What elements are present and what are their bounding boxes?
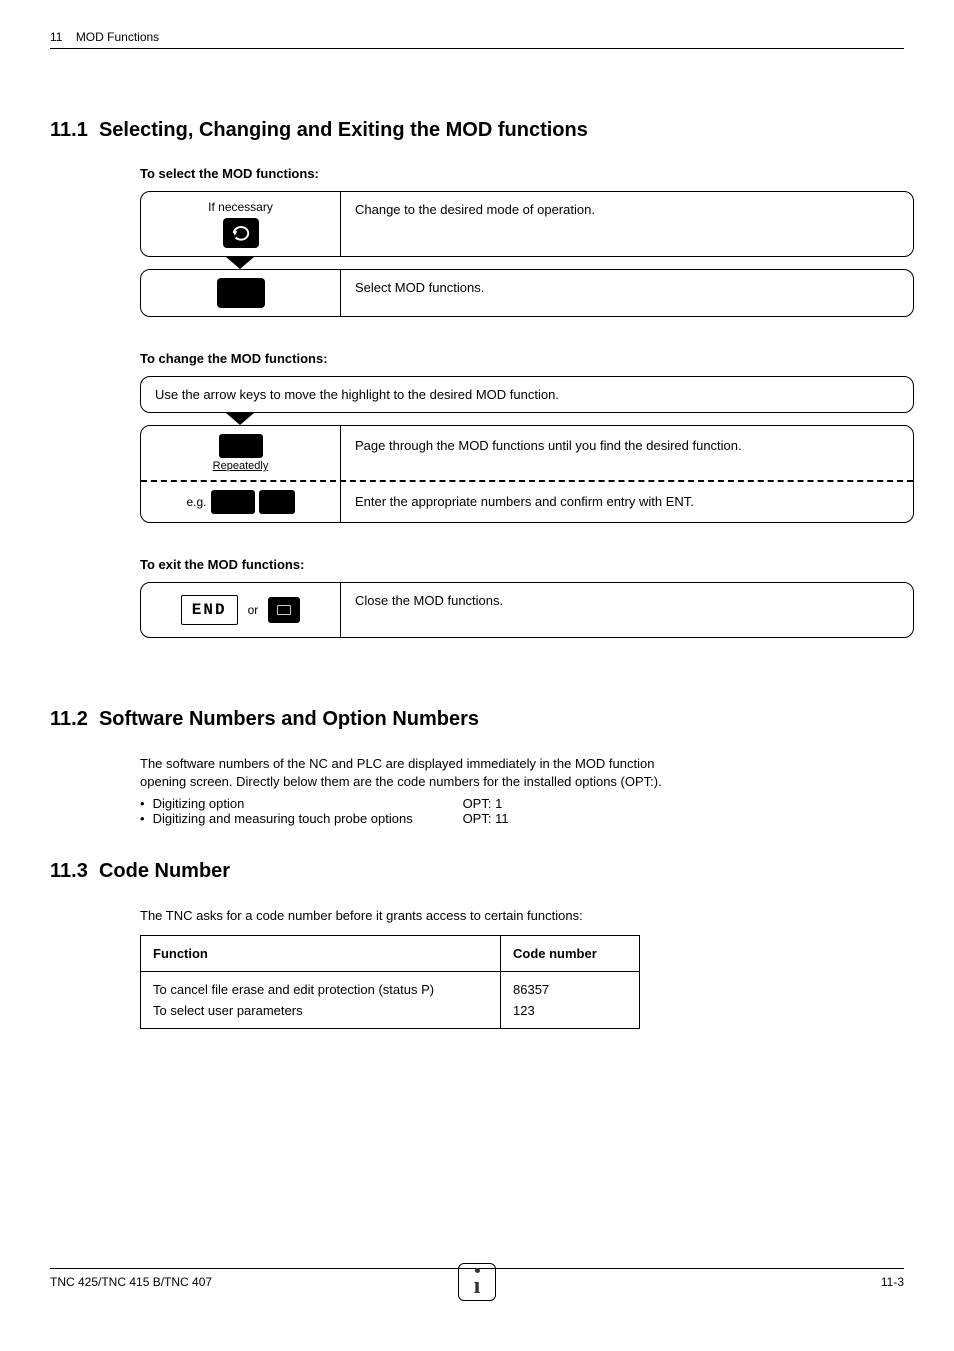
arrow-keys-row: Use the arrow keys to move the highlight…	[140, 376, 914, 413]
step-1-left-text: If necessary	[208, 200, 273, 214]
section-1-title: Selecting, Changing and Exiting the MOD …	[99, 119, 588, 141]
section-3-title: Code Number	[99, 860, 230, 882]
exit-right: Close the MOD functions.	[341, 583, 913, 637]
change-steps-box: Repeatedly Page through the MOD function…	[140, 425, 914, 523]
step-2-left	[141, 270, 341, 316]
mode-cycle-icon	[223, 218, 259, 248]
enter-step-right: Enter the appropriate numbers and confir…	[341, 482, 913, 522]
section-3-num: 11.3	[50, 860, 88, 883]
page-step-right: Page through the MOD functions until you…	[341, 426, 913, 480]
exit-subheading: To exit the MOD functions:	[140, 557, 904, 572]
section-2-title: Software Numbers and Option Numbers	[99, 708, 479, 730]
chapter-number: 11	[50, 30, 62, 44]
step-1-left: If necessary	[141, 192, 341, 256]
options-list: • Digitizing option OPT: 1 • Digitizing …	[140, 796, 904, 826]
flow-arrow-1	[140, 257, 340, 269]
opt-0-label: Digitizing option	[153, 796, 463, 811]
repeatedly-label: Repeatedly	[213, 460, 269, 472]
page-header: 11 MOD Functions	[50, 30, 904, 44]
section-2-num: 11.2	[50, 708, 88, 731]
opt-1-val: OPT: 11	[463, 811, 509, 826]
section-2-body: The software numbers of the NC and PLC a…	[140, 755, 680, 790]
flow-arrow-2	[140, 413, 914, 425]
bullet-icon: •	[140, 796, 145, 811]
table-header-row: Function Code number	[141, 935, 640, 971]
end-key: END	[181, 595, 238, 625]
enter-step-left: e.g.	[141, 482, 341, 522]
header-rule	[50, 48, 904, 49]
bullet-icon: •	[140, 811, 145, 826]
number-key-icon	[211, 490, 255, 514]
section-2-heading: 11.2 Software Numbers and Option Numbers	[50, 708, 904, 731]
footer-left: TNC 425/TNC 415 B/TNC 407	[50, 1275, 212, 1289]
enter-step-row: e.g. Enter the appropriate numbers and c…	[141, 482, 913, 522]
func-1: To select user parameters	[153, 1003, 488, 1018]
th-function: Function	[141, 935, 501, 971]
opt-item-0: • Digitizing option OPT: 1	[140, 796, 904, 811]
screen-key-icon	[268, 597, 300, 623]
or-label: or	[248, 603, 259, 617]
step-row-1: If necessary Change to the desired mode …	[140, 191, 914, 257]
chapter-title: MOD Functions	[76, 30, 159, 44]
mod-key-icon	[217, 278, 265, 308]
ent-key-icon	[259, 490, 295, 514]
exit-row: END or Close the MOD functions.	[140, 582, 914, 638]
step-2-right: Select MOD functions.	[341, 270, 913, 316]
section-3-body: The TNC asks for a code number before it…	[140, 907, 680, 925]
opt-0-val: OPT: 1	[463, 796, 503, 811]
section-1-heading: 11.1 Selecting, Changing and Exiting the…	[50, 119, 904, 142]
page-step-left: Repeatedly	[141, 426, 341, 480]
opt-item-1: • Digitizing and measuring touch probe o…	[140, 811, 904, 826]
func-0: To cancel file erase and edit protection…	[153, 982, 488, 997]
td-functions: To cancel file erase and edit protection…	[141, 971, 501, 1028]
step-row-2: Select MOD functions.	[140, 269, 914, 317]
section-3-heading: 11.3 Code Number	[50, 860, 904, 883]
code-number-table: Function Code number To cancel file eras…	[140, 935, 640, 1029]
td-codes: 86357 123	[501, 971, 640, 1028]
th-code: Code number	[501, 935, 640, 971]
select-subheading: To select the MOD functions:	[140, 166, 904, 181]
code-1: 123	[513, 1003, 627, 1018]
page-step-row: Repeatedly Page through the MOD function…	[141, 426, 913, 482]
code-0: 86357	[513, 982, 627, 997]
section-1-num: 11.1	[50, 119, 88, 142]
info-icon: ı	[458, 1263, 496, 1301]
table-row: To cancel file erase and edit protection…	[141, 971, 640, 1028]
footer-right: 11-3	[881, 1275, 904, 1289]
change-subheading: To change the MOD functions:	[140, 351, 904, 366]
step-1-right: Change to the desired mode of operation.	[341, 192, 913, 256]
opt-1-label: Digitizing and measuring touch probe opt…	[153, 811, 463, 826]
exit-left: END or	[141, 583, 341, 637]
eg-label: e.g.	[186, 495, 206, 509]
page-key-icon	[219, 434, 263, 458]
